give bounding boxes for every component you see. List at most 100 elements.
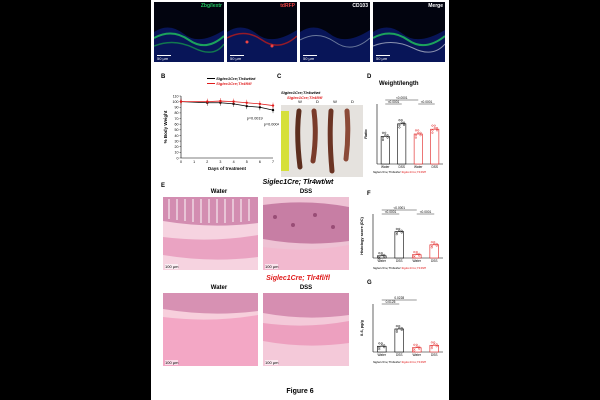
x-tick-label: Water — [381, 165, 390, 169]
legend-label-fl: Siglec1Cre;Tlr4fl/fl — [216, 81, 252, 86]
group-label-fl: Siglec1Cre;Tlr4fl/fl — [401, 170, 426, 174]
scale-bar-label: 50 µm — [303, 56, 315, 61]
data-point — [258, 102, 262, 106]
x-tick-label: 5 — [246, 160, 248, 164]
histo-image — [263, 197, 349, 270]
dot — [433, 127, 436, 130]
data-point — [245, 101, 248, 104]
dot — [403, 124, 406, 127]
scale-bar-label: 100 µm — [265, 264, 279, 269]
histo-fl-dss: 100 µm — [263, 293, 349, 366]
dot — [386, 136, 389, 139]
channel-label: CD103 — [352, 3, 368, 9]
dot — [433, 124, 436, 127]
dot — [380, 342, 383, 345]
x-tick-label: DSS — [398, 165, 405, 169]
panel-letter-g: G — [367, 280, 372, 286]
dot — [378, 348, 381, 351]
dot — [400, 121, 403, 124]
figure-page: Zbg/Iextr 50 µm tdRFP 50 µm CD103 50 µm … — [151, 0, 449, 400]
lane-label: D — [316, 99, 319, 104]
bar — [394, 231, 404, 259]
dot — [419, 131, 422, 134]
dot — [418, 252, 421, 255]
p-value-label: <0.0001 — [393, 206, 405, 210]
y-tick-label: 100 — [173, 100, 179, 104]
panel-c-header: Siglec1Cre;Tlr4wt/wt Siglec1Cre;Tlr4fl/f… — [281, 90, 361, 100]
colon-photo — [281, 105, 363, 177]
panel-letter-b: B — [161, 74, 166, 80]
scale-bar-line — [157, 55, 171, 56]
dot — [380, 253, 383, 256]
dot — [435, 242, 438, 245]
y-tick-label: 20 — [175, 145, 179, 149]
scale-bar-label: 100 µm — [265, 360, 279, 365]
data-point — [245, 104, 248, 108]
legend-swatch-fl — [207, 83, 215, 85]
dot — [378, 255, 381, 258]
dot — [433, 241, 436, 244]
scale-bar-label: 100 µm — [165, 360, 179, 365]
fluor-image-zbg — [154, 27, 224, 62]
panel-e-title-bottom: Siglec1Cre; Tlr4fl/fl — [266, 275, 330, 282]
histo-image — [163, 293, 258, 366]
dot — [415, 252, 418, 255]
bar — [380, 136, 390, 165]
fluor-panel-cd103: CD103 50 µm — [300, 2, 370, 62]
dot — [414, 129, 417, 132]
ruler — [281, 111, 289, 171]
y-axis-label: Ratio — [364, 129, 368, 139]
y-tick-label: 110 — [173, 94, 179, 98]
dot — [430, 241, 433, 244]
dot — [395, 227, 398, 230]
dot — [398, 119, 401, 122]
dot — [395, 328, 398, 331]
dot — [400, 327, 403, 330]
dot — [398, 229, 401, 232]
panel-g-groups: Siglec1Cre;Tlr4wt/wt Siglec1Cre;Tlr4fl/f… — [373, 360, 426, 364]
panel-c-group1: Siglec1Cre;Tlr4wt/wt — [281, 90, 321, 95]
data-point — [232, 100, 235, 103]
dot — [418, 347, 421, 350]
dot — [400, 229, 403, 232]
dot — [383, 253, 386, 256]
x-axis-label: Days of treatment — [208, 166, 247, 171]
scale-bar-line — [376, 55, 390, 56]
legend-swatch-wt — [207, 78, 215, 80]
data-point — [179, 100, 183, 103]
dot — [415, 343, 418, 346]
x-tick-label: DSS — [396, 259, 403, 263]
dot — [419, 134, 422, 137]
y-axis-label: % Body Weight — [163, 110, 168, 143]
dot — [415, 251, 418, 254]
panel-letter-f: F — [367, 191, 371, 197]
y-tick-label: 40 — [175, 134, 179, 138]
dot — [436, 129, 439, 132]
dot — [433, 242, 436, 245]
dot — [400, 328, 403, 331]
dot — [433, 341, 436, 344]
dot — [430, 345, 433, 348]
dot — [414, 134, 417, 137]
dot — [403, 121, 406, 124]
dot — [381, 139, 384, 142]
y-tick-label: 50 — [175, 128, 179, 132]
scale-bar-line — [230, 55, 244, 56]
lane-label: D — [351, 99, 354, 104]
dot — [431, 129, 434, 132]
dot — [413, 347, 416, 350]
p-value-label: 0.0228 — [394, 296, 404, 300]
dot — [431, 124, 434, 127]
panel-b-legend: Siglec1Cre;Tlr4wt/wt Siglec1Cre;Tlr4fl/f… — [207, 76, 277, 86]
annotation-label: p=0.0004 — [264, 122, 279, 126]
dot — [378, 252, 381, 255]
panel-d-groups: Siglec1Cre;Tlr4wt/wt Siglec1Cre;Tlr4fl/f… — [373, 170, 426, 174]
histo-fl-water: 100 µm — [163, 293, 258, 366]
dot — [378, 346, 381, 349]
p-value-label: <0.0001 — [421, 100, 433, 104]
scale-bar-label: 50 µm — [157, 56, 169, 61]
lane-label: W — [298, 99, 302, 104]
panel-e-title-top: Siglec1Cre; Tlr4wt/wt — [262, 179, 334, 186]
